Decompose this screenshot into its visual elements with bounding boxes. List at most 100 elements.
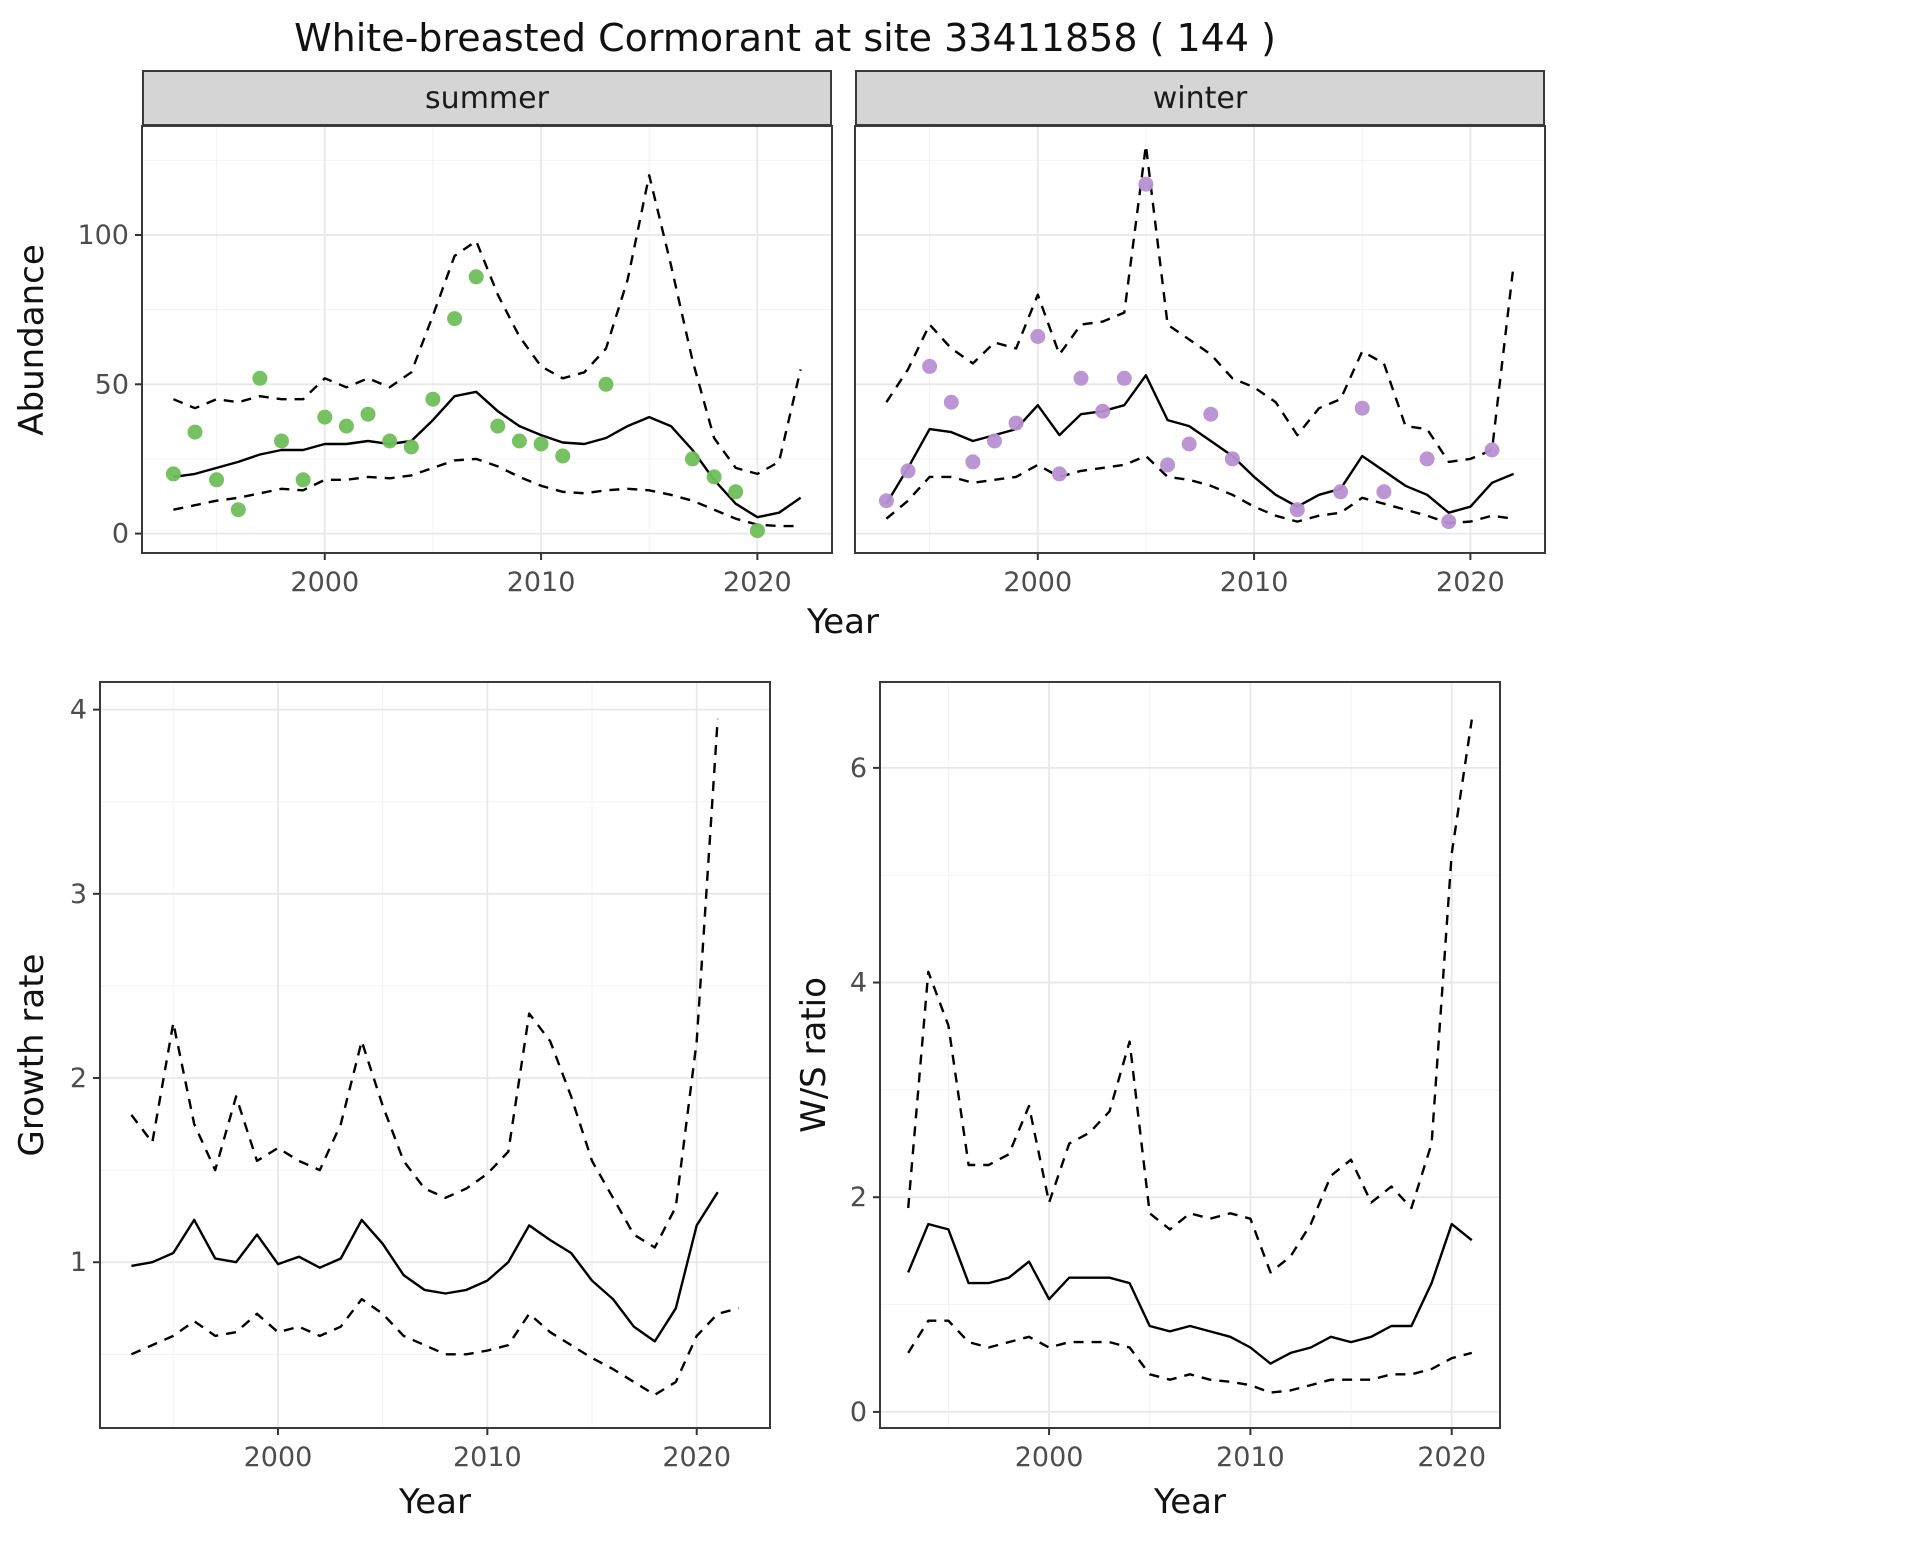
y-tick-label: 0 (850, 1397, 867, 1428)
panel-background (855, 126, 1545, 553)
data-point (1203, 406, 1219, 422)
x-tick-label: 2000 (1015, 1442, 1084, 1473)
data-point (360, 406, 376, 422)
x-tick-label: 2010 (453, 1442, 522, 1473)
data-point (468, 269, 484, 285)
y-tick-label: 100 (77, 220, 129, 251)
upper-ci-line (172, 174, 802, 476)
data-point (187, 424, 203, 440)
x-tick-label: 2000 (1003, 567, 1072, 598)
x-tick-label: 2010 (1216, 1442, 1285, 1473)
data-point (749, 523, 765, 539)
data-point (252, 370, 268, 386)
x-tick-label: 2000 (290, 567, 359, 598)
data-point (1116, 370, 1132, 386)
x-axis-title-year-top: Year (807, 602, 879, 642)
facet-strip-summer-label: summer (425, 80, 549, 116)
panel-border (141, 125, 833, 554)
y-tick-label: 4 (70, 695, 87, 726)
data-point (922, 358, 938, 374)
panel-background (142, 126, 832, 553)
data-point (317, 409, 333, 425)
lower-ci-line (130, 1297, 739, 1397)
data-point (1030, 329, 1046, 344)
fit-line (907, 1222, 1473, 1365)
data-point (338, 418, 354, 434)
data-point (447, 311, 463, 327)
upper-ci-line (885, 144, 1515, 464)
panel-background (100, 682, 770, 1428)
panel-abundance-winter: 2000 2010 2020 (854, 125, 1546, 598)
x-tick-label: 2020 (1436, 567, 1505, 598)
data-point (1376, 484, 1392, 500)
y-tick-label: 50 (95, 369, 129, 400)
data-point (230, 502, 246, 518)
data-point (165, 466, 181, 482)
data-point (878, 493, 894, 509)
data-point (511, 433, 527, 449)
data-point (1073, 370, 1089, 386)
data-point (598, 376, 614, 392)
y-axis-title-growth-rate: Growth rate (12, 953, 52, 1157)
data-point (382, 433, 398, 449)
panel-background (880, 682, 1500, 1428)
data-point (490, 418, 506, 434)
data-point (728, 484, 744, 500)
lower-ci-line (907, 1319, 1473, 1394)
lower-ci-line (885, 454, 1514, 525)
data-point (403, 439, 419, 455)
y-axis-title-ws-ratio: W/S ratio (794, 977, 834, 1133)
data-point (1333, 484, 1349, 500)
data-point (900, 463, 916, 479)
data-point (1181, 436, 1197, 452)
data-point (1354, 400, 1370, 416)
y-tick-label: 0 (112, 519, 129, 550)
y-tick-label: 1 (70, 1247, 87, 1278)
y-tick-label: 6 (850, 753, 867, 784)
data-point (533, 436, 549, 452)
y-tick-label: 3 (70, 879, 87, 910)
facet-strip-winter: winter (855, 70, 1545, 126)
data-point (209, 472, 225, 488)
data-point (943, 394, 959, 410)
data-point (1289, 502, 1305, 518)
upper-ci-line (130, 718, 719, 1249)
x-tick-label: 2000 (244, 1442, 313, 1473)
data-point (1008, 415, 1024, 431)
data-point (1224, 451, 1240, 467)
upper-ci-line (907, 719, 1473, 1274)
data-point (295, 472, 311, 488)
panel-border (99, 681, 771, 1429)
x-tick-label: 2020 (1417, 1442, 1486, 1473)
x-tick-label: 2010 (1220, 567, 1289, 598)
data-point (425, 391, 441, 407)
panel-abundance-summer: 2000 2010 2020 0 50 100 (77, 125, 833, 598)
data-point (987, 433, 1002, 449)
y-tick-label: 2 (850, 1182, 867, 1213)
chart-title: White-breasted Cormorant at site 3341185… (294, 16, 1276, 60)
data-point (1051, 466, 1067, 482)
x-tick-label: 2020 (723, 567, 792, 598)
y-tick-label: 2 (70, 1063, 87, 1094)
facet-strip-winter-label: winter (1152, 80, 1248, 116)
data-point (1138, 176, 1154, 192)
fit-line (131, 1191, 719, 1343)
data-point (555, 448, 571, 464)
data-point (965, 454, 981, 470)
panel-border (879, 681, 1501, 1429)
data-point (274, 433, 289, 449)
data-point (685, 451, 700, 467)
x-tick-label: 2020 (662, 1442, 731, 1473)
panel-border (854, 125, 1546, 554)
x-axis-title-year-bottom-right: Year (1154, 1482, 1226, 1522)
data-point (706, 469, 722, 485)
data-point (1441, 514, 1457, 530)
y-axis-title-abundance: Abundance (12, 244, 52, 436)
data-point (1160, 457, 1176, 473)
panel-ws-ratio: 2000 2010 2020 0 2 4 6 (850, 681, 1501, 1473)
data-point (1419, 451, 1435, 467)
data-point (1484, 442, 1500, 458)
data-point (1095, 403, 1111, 419)
facet-strip-summer: summer (142, 70, 832, 126)
